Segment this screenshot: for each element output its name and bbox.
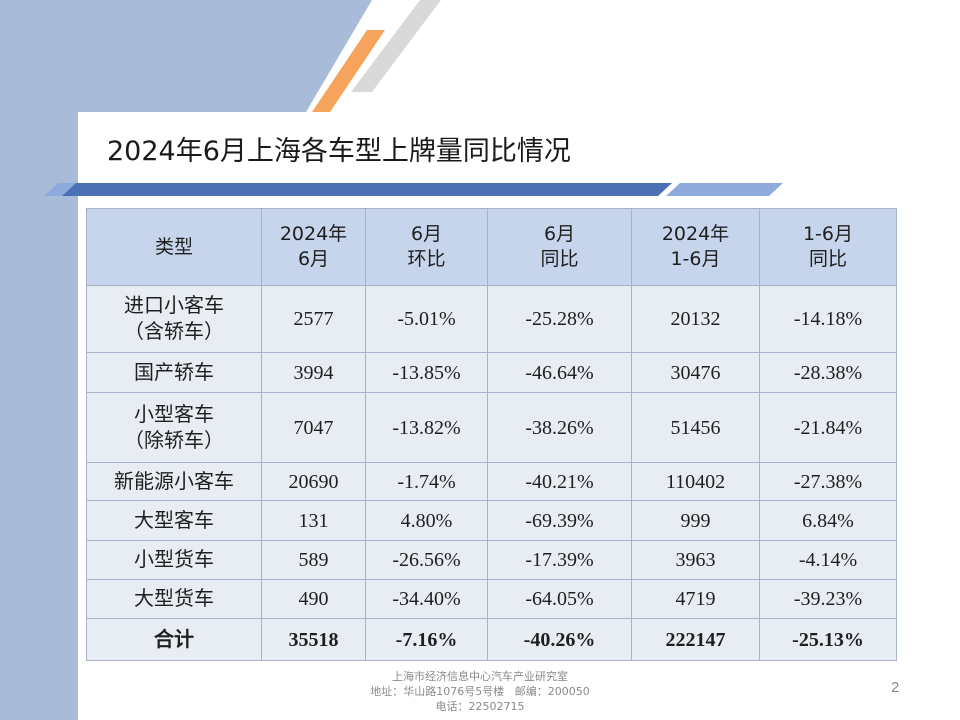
footer-address: 地址：华山路1076号5号楼 邮编：200050 xyxy=(370,685,590,698)
orange-diagonal-stripe xyxy=(312,30,385,112)
jun-mom-cell: -1.74% xyxy=(365,462,488,501)
h1-yoy-cell: -14.18% xyxy=(759,285,897,353)
jun-yoy-cell: -40.26% xyxy=(487,618,632,661)
jun-mom-cell: -13.85% xyxy=(365,352,488,393)
vehicle-type-cell: 新能源小客车 xyxy=(86,462,262,501)
vehicle-type-cell: 小型货车 xyxy=(86,540,262,580)
gray-diagonal-stripe xyxy=(351,0,441,92)
footer-organization: 上海市经济信息中心汽车产业研究室 xyxy=(392,670,568,683)
h1-2024-volume-cell: 3963 xyxy=(631,540,760,580)
jun-mom-cell: -13.82% xyxy=(365,392,488,463)
slide-title: 2024年6月上海各车型上牌量同比情况 xyxy=(107,136,571,167)
vehicle-type-cell: 进口小客车 （含轿车） xyxy=(86,285,262,353)
header-h1-yoy: 1-6月 同比 xyxy=(759,208,897,286)
jun-mom-cell: -5.01% xyxy=(365,285,488,353)
left-blue-band xyxy=(0,0,78,720)
table-row: 大型客车 131 4.80% -69.39% 999 6.84% xyxy=(86,500,897,541)
jun-2024-volume-cell: 490 xyxy=(261,579,366,619)
footer-phone: 电话：22502715 xyxy=(435,700,525,713)
registration-table: 类型 2024年 6月 6月 环比 6月 同比 2024年 1-6月 1-6月 … xyxy=(86,208,897,661)
table-header-row: 类型 2024年 6月 6月 环比 6月 同比 2024年 1-6月 1-6月 … xyxy=(86,208,897,286)
h1-yoy-cell: 6.84% xyxy=(759,500,897,541)
table-row: 国产轿车 3994 -13.85% -46.64% 30476 -28.38% xyxy=(86,352,897,393)
jun-yoy-cell: -17.39% xyxy=(487,540,632,580)
h1-yoy-cell: -25.13% xyxy=(759,618,897,661)
header-h1-2024-volume: 2024年 1-6月 xyxy=(631,208,760,286)
title-bar-left-tip xyxy=(44,183,76,196)
jun-mom-cell: 4.80% xyxy=(365,500,488,541)
header-jun-yoy: 6月 同比 xyxy=(487,208,632,286)
h1-yoy-cell: -27.38% xyxy=(759,462,897,501)
table-row: 新能源小客车 20690 -1.74% -40.21% 110402 -27.3… xyxy=(86,462,897,501)
table-row: 小型货车 589 -26.56% -17.39% 3963 -4.14% xyxy=(86,540,897,580)
jun-mom-cell: -34.40% xyxy=(365,579,488,619)
header-jun-mom: 6月 环比 xyxy=(365,208,488,286)
h1-2024-volume-cell: 999 xyxy=(631,500,760,541)
jun-2024-volume-cell: 3994 xyxy=(261,352,366,393)
h1-2024-volume-cell: 20132 xyxy=(631,285,760,353)
jun-2024-volume-cell: 2577 xyxy=(261,285,366,353)
page-number: 2 xyxy=(891,679,900,696)
h1-2024-volume-cell: 110402 xyxy=(631,462,760,501)
vehicle-type-cell: 国产轿车 xyxy=(86,352,262,393)
h1-2024-volume-cell: 222147 xyxy=(631,618,760,661)
vehicle-type-cell: 大型货车 xyxy=(86,579,262,619)
vehicle-type-cell: 小型客车 （除轿车） xyxy=(86,392,262,463)
jun-2024-volume-cell: 131 xyxy=(261,500,366,541)
table-row: 小型客车 （除轿车） 7047 -13.82% -38.26% 51456 -2… xyxy=(86,392,897,463)
vehicle-type-cell: 大型客车 xyxy=(86,500,262,541)
h1-yoy-cell: -4.14% xyxy=(759,540,897,580)
jun-yoy-cell: -38.26% xyxy=(487,392,632,463)
title-bar-light-segment xyxy=(666,183,783,196)
jun-yoy-cell: -40.21% xyxy=(487,462,632,501)
jun-yoy-cell: -25.28% xyxy=(487,285,632,353)
table-row: 大型货车 490 -34.40% -64.05% 4719 -39.23% xyxy=(86,579,897,619)
h1-yoy-cell: -39.23% xyxy=(759,579,897,619)
header-vehicle-type: 类型 xyxy=(86,208,262,286)
jun-mom-cell: -7.16% xyxy=(365,618,488,661)
top-left-blue-panel xyxy=(0,0,372,112)
h1-yoy-cell: -21.84% xyxy=(759,392,897,463)
jun-yoy-cell: -46.64% xyxy=(487,352,632,393)
title-bar-dark-segment xyxy=(62,183,672,196)
jun-2024-volume-cell: 7047 xyxy=(261,392,366,463)
jun-2024-volume-cell: 35518 xyxy=(261,618,366,661)
slide-footer: 上海市经济信息中心汽车产业研究室地址：华山路1076号5号楼 邮编：200050… xyxy=(330,669,630,714)
h1-2024-volume-cell: 30476 xyxy=(631,352,760,393)
jun-2024-volume-cell: 20690 xyxy=(261,462,366,501)
jun-yoy-cell: -69.39% xyxy=(487,500,632,541)
h1-2024-volume-cell: 51456 xyxy=(631,392,760,463)
table-total-row: 合计 35518 -7.16% -40.26% 222147 -25.13% xyxy=(86,618,897,661)
vehicle-type-cell: 合计 xyxy=(86,618,262,661)
table-row: 进口小客车 （含轿车） 2577 -5.01% -25.28% 20132 -1… xyxy=(86,285,897,353)
header-jun-2024-volume: 2024年 6月 xyxy=(261,208,366,286)
jun-yoy-cell: -64.05% xyxy=(487,579,632,619)
jun-2024-volume-cell: 589 xyxy=(261,540,366,580)
h1-yoy-cell: -28.38% xyxy=(759,352,897,393)
h1-2024-volume-cell: 4719 xyxy=(631,579,760,619)
jun-mom-cell: -26.56% xyxy=(365,540,488,580)
